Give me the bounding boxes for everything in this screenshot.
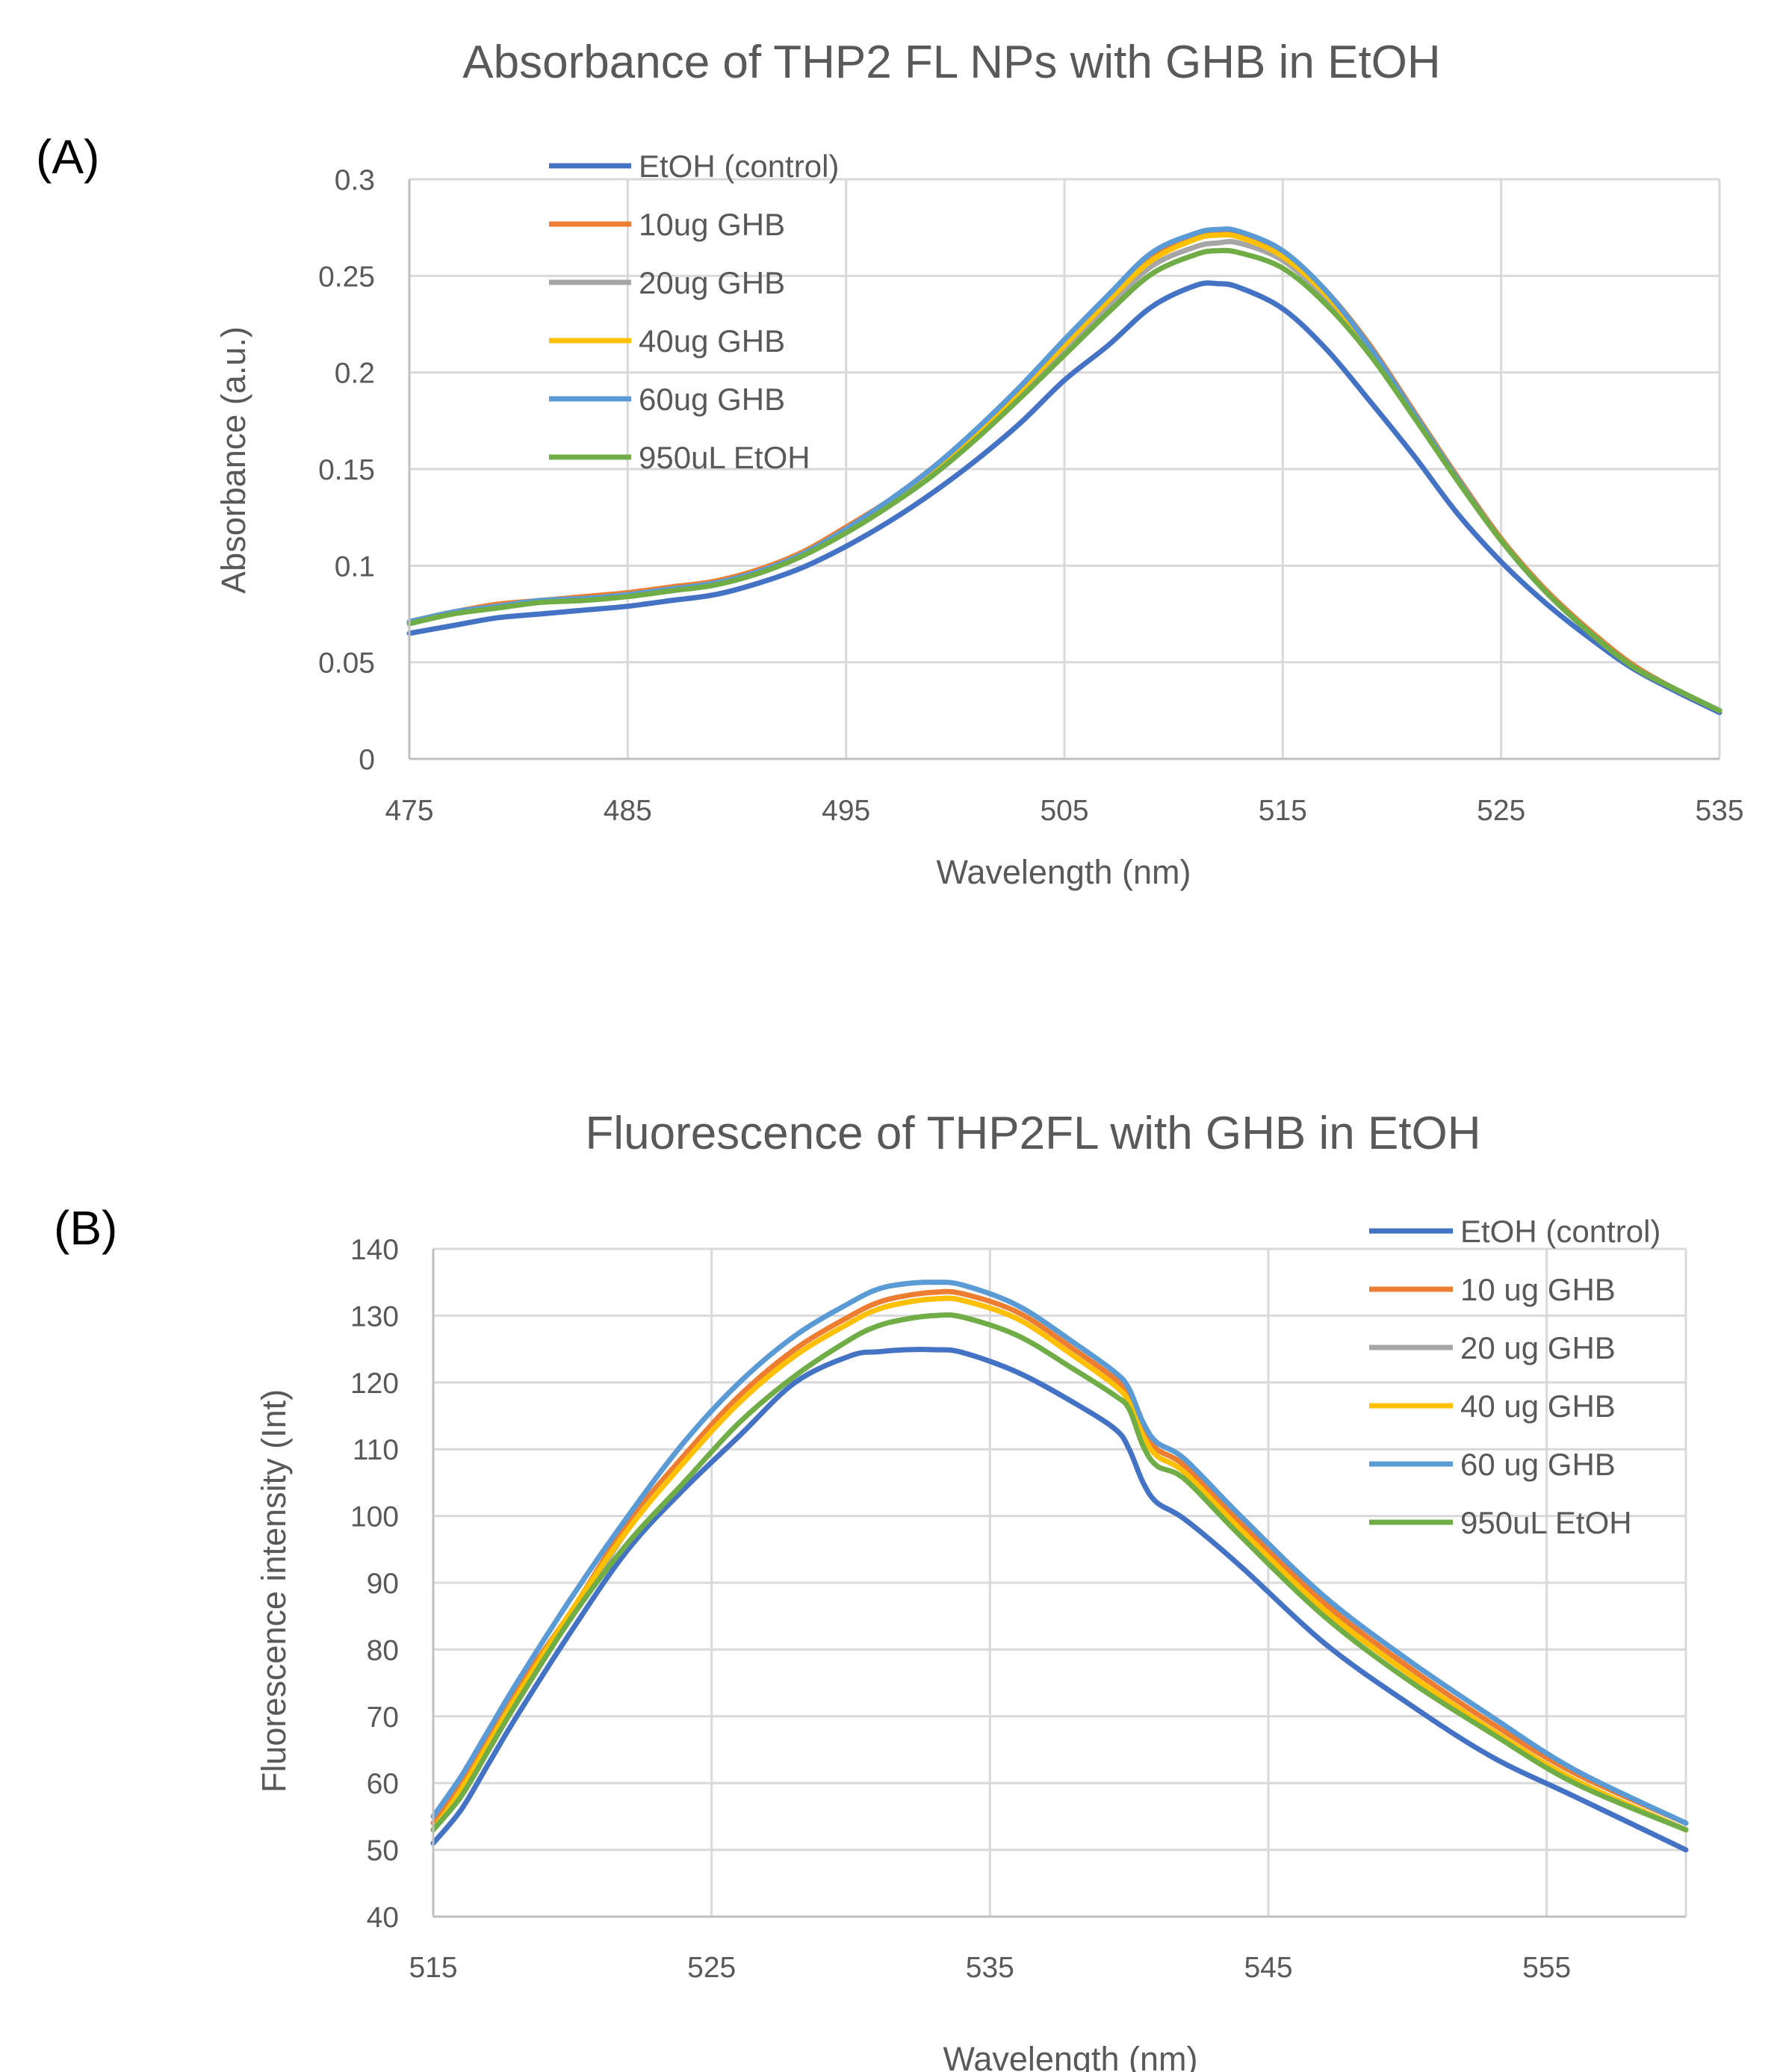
panel-label: (A) (36, 130, 99, 184)
legend-item: 60ug GHB (549, 382, 785, 417)
panel-label: (B) (54, 1201, 117, 1255)
x-tick-label: 475 (385, 795, 433, 827)
x-tick-label: 555 (1522, 1952, 1571, 1984)
y-tick-label: 0.05 (318, 648, 375, 680)
absorbance-chart: Absorbance of THP2 FL NPs with GHB in Et… (36, 37, 1744, 891)
x-tick-label: 495 (822, 795, 870, 827)
legend-item: EtOH (control) (1369, 1214, 1660, 1249)
y-axis-label: Fluorescence intensity (Int) (255, 1389, 293, 1793)
y-tick-label: 110 (353, 1434, 399, 1466)
y-tick-label: 0 (359, 744, 375, 776)
y-tick-label: 90 (367, 1568, 399, 1600)
x-tick-label: 535 (1695, 795, 1743, 827)
x-tick-label: 545 (1244, 1952, 1292, 1984)
legend-label: 60ug GHB (639, 382, 785, 417)
legend-label: EtOH (control) (1460, 1214, 1660, 1249)
legend-label: 40ug GHB (639, 323, 785, 359)
legend-label: 20ug GHB (639, 265, 785, 300)
y-tick-label: 80 (367, 1634, 399, 1666)
y-tick-label: 0.2 (335, 358, 375, 390)
legend-item: 950uL EtOH (549, 440, 810, 475)
legend-item: 950uL EtOH (1369, 1505, 1632, 1540)
y-tick-label: 100 (350, 1501, 399, 1533)
series-line-6 (430, 1312, 1689, 1833)
legend-item: EtOH (control) (549, 149, 839, 184)
series-line-1 (430, 1347, 1689, 1853)
y-tick-label: 140 (350, 1234, 399, 1266)
y-tick-label: 70 (367, 1702, 399, 1734)
x-tick-label: 505 (1040, 795, 1088, 827)
legend-item: 10ug GHB (549, 207, 785, 242)
x-axis-label: Wavelength (nm) (943, 2040, 1198, 2072)
legend-label: 10 ug GHB (1460, 1272, 1616, 1307)
y-tick-label: 0.1 (335, 550, 375, 583)
y-tick-label: 0.15 (318, 454, 375, 486)
legend-item: 10 ug GHB (1369, 1272, 1616, 1307)
legend-item: 40ug GHB (549, 323, 785, 359)
legend-item: 60 ug GHB (1369, 1447, 1616, 1482)
y-tick-label: 40 (367, 1902, 399, 1934)
series-line-3 (430, 1295, 1689, 1833)
series-line-5 (430, 1280, 1689, 1826)
series-line-6 (406, 247, 1722, 713)
x-tick-label: 535 (966, 1952, 1014, 1984)
legend-label: 40 ug GHB (1460, 1389, 1616, 1424)
chart-title: Absorbance of THP2 FL NPs with GHB in Et… (462, 37, 1440, 88)
x-tick-label: 515 (409, 1952, 457, 1984)
legend-label: EtOH (control) (639, 149, 839, 184)
legend-label: 20 ug GHB (1460, 1330, 1616, 1365)
y-tick-label: 50 (367, 1835, 399, 1867)
y-tick-label: 60 (367, 1768, 399, 1800)
chart-title: Fluorescence of THP2FL with GHB in EtOH (585, 1108, 1480, 1159)
x-tick-label: 515 (1259, 795, 1307, 827)
y-tick-label: 0.25 (318, 261, 375, 293)
legend-label: 950uL EtOH (1460, 1505, 1632, 1540)
y-tick-label: 130 (350, 1300, 399, 1333)
legend-label: 60 ug GHB (1460, 1447, 1616, 1482)
x-tick-label: 485 (604, 795, 652, 827)
legend-item: 20 ug GHB (1369, 1330, 1616, 1365)
x-tick-label: 525 (1477, 795, 1525, 827)
legend-label: 10ug GHB (639, 207, 785, 242)
legend-item: 40 ug GHB (1369, 1389, 1616, 1424)
y-axis-label: Absorbance (a.u.) (214, 326, 252, 594)
legend-label: 950uL EtOH (639, 440, 810, 475)
series-line-4 (430, 1295, 1689, 1833)
x-axis-label: Wavelength (nm) (937, 853, 1191, 891)
y-tick-label: 120 (350, 1368, 399, 1400)
fluorescence-chart: Fluorescence of THP2FL with GHB in EtOH … (54, 1108, 1689, 2072)
y-tick-label: 0.3 (335, 164, 375, 196)
legend-item: 20ug GHB (549, 265, 785, 300)
x-tick-label: 525 (687, 1952, 736, 1984)
series-line-1 (406, 280, 1722, 716)
